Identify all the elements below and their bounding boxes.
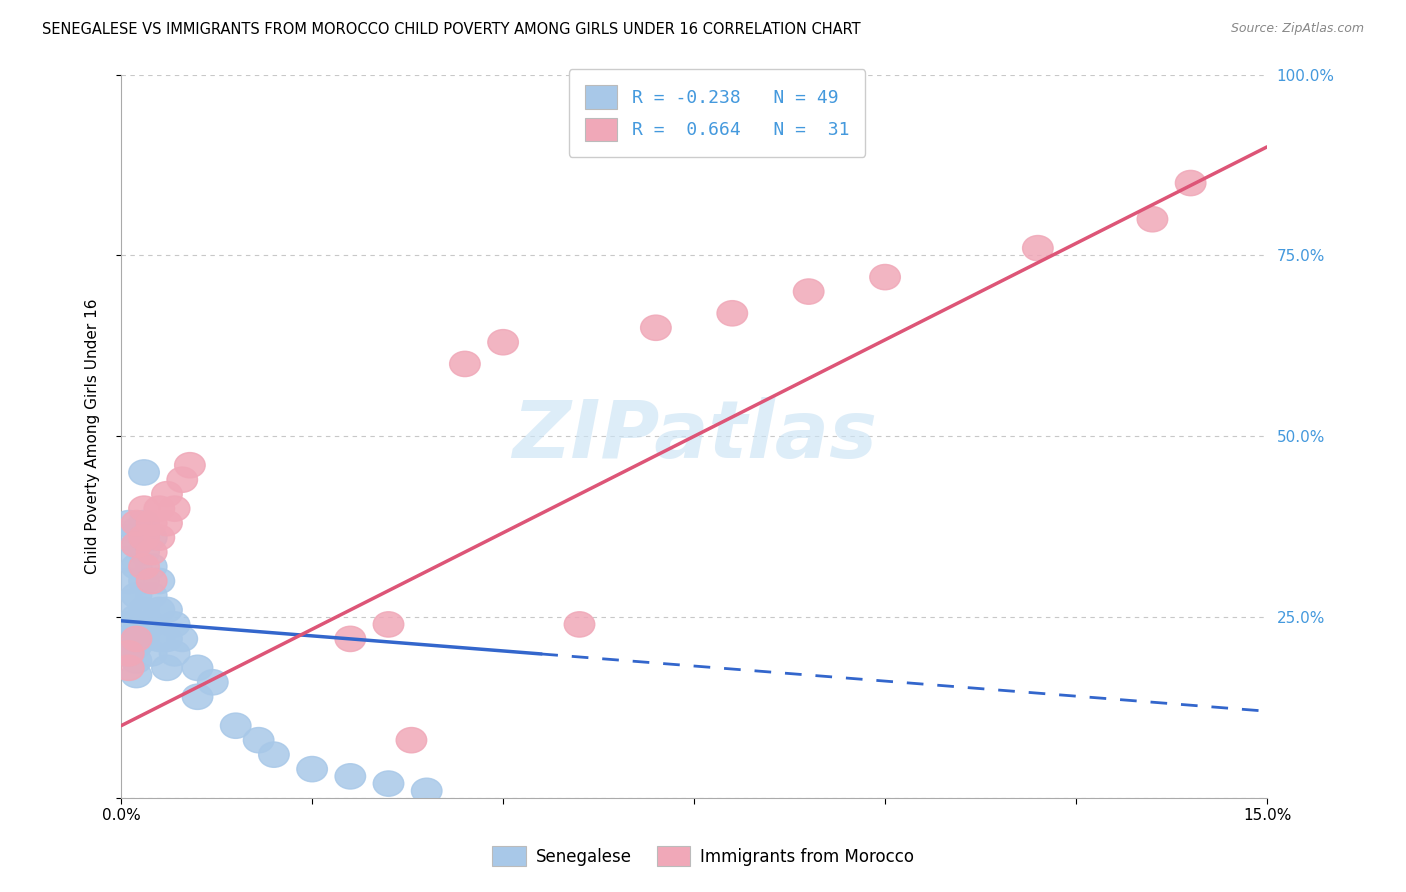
Ellipse shape <box>121 517 152 543</box>
Ellipse shape <box>136 640 167 666</box>
Ellipse shape <box>488 329 519 355</box>
Ellipse shape <box>143 524 174 550</box>
Ellipse shape <box>396 728 426 753</box>
Ellipse shape <box>114 640 143 666</box>
Ellipse shape <box>412 778 441 804</box>
Ellipse shape <box>129 540 159 565</box>
Ellipse shape <box>136 510 167 536</box>
Ellipse shape <box>114 524 143 550</box>
Text: Source: ZipAtlas.com: Source: ZipAtlas.com <box>1230 22 1364 36</box>
Ellipse shape <box>114 626 143 651</box>
Ellipse shape <box>129 554 159 579</box>
Text: ZIPatlas: ZIPatlas <box>512 397 876 475</box>
Ellipse shape <box>136 540 167 565</box>
Ellipse shape <box>121 663 152 688</box>
Ellipse shape <box>450 351 481 376</box>
Ellipse shape <box>159 612 190 637</box>
Ellipse shape <box>129 510 159 536</box>
Ellipse shape <box>373 771 404 797</box>
Ellipse shape <box>114 568 143 594</box>
Ellipse shape <box>143 598 174 623</box>
Ellipse shape <box>243 728 274 753</box>
Ellipse shape <box>129 612 159 637</box>
Ellipse shape <box>564 612 595 637</box>
Ellipse shape <box>373 612 404 637</box>
Ellipse shape <box>1022 235 1053 260</box>
Ellipse shape <box>717 301 748 326</box>
Ellipse shape <box>121 605 152 630</box>
Ellipse shape <box>129 626 159 651</box>
Ellipse shape <box>114 547 143 572</box>
Ellipse shape <box>114 510 143 536</box>
Text: SENEGALESE VS IMMIGRANTS FROM MOROCCO CHILD POVERTY AMONG GIRLS UNDER 16 CORRELA: SENEGALESE VS IMMIGRANTS FROM MOROCCO CH… <box>42 22 860 37</box>
Ellipse shape <box>114 590 143 615</box>
Ellipse shape <box>152 598 183 623</box>
Ellipse shape <box>152 482 183 507</box>
Ellipse shape <box>159 496 190 521</box>
Ellipse shape <box>167 626 197 651</box>
Ellipse shape <box>197 670 228 695</box>
Ellipse shape <box>143 496 174 521</box>
Ellipse shape <box>129 496 159 521</box>
Ellipse shape <box>114 640 143 666</box>
Ellipse shape <box>183 655 212 681</box>
Ellipse shape <box>793 279 824 304</box>
Legend: R = -0.238   N = 49, R =  0.664   N =  31: R = -0.238 N = 49, R = 0.664 N = 31 <box>568 69 866 157</box>
Ellipse shape <box>335 764 366 789</box>
Ellipse shape <box>136 554 167 579</box>
Ellipse shape <box>129 459 159 485</box>
Ellipse shape <box>129 524 159 550</box>
Ellipse shape <box>121 626 152 651</box>
Ellipse shape <box>870 264 900 290</box>
Ellipse shape <box>121 633 152 659</box>
Ellipse shape <box>121 533 152 558</box>
Ellipse shape <box>136 612 167 637</box>
Ellipse shape <box>183 684 212 709</box>
Ellipse shape <box>167 467 197 492</box>
Ellipse shape <box>114 655 143 681</box>
Ellipse shape <box>129 598 159 623</box>
Ellipse shape <box>641 315 671 341</box>
Ellipse shape <box>114 612 143 637</box>
Ellipse shape <box>121 582 152 608</box>
Ellipse shape <box>152 655 183 681</box>
Y-axis label: Child Poverty Among Girls Under 16: Child Poverty Among Girls Under 16 <box>86 299 100 574</box>
Ellipse shape <box>129 568 159 594</box>
Ellipse shape <box>335 626 366 651</box>
Ellipse shape <box>136 524 167 550</box>
Ellipse shape <box>121 648 152 673</box>
Ellipse shape <box>121 533 152 558</box>
Ellipse shape <box>1175 170 1206 195</box>
Ellipse shape <box>159 640 190 666</box>
Ellipse shape <box>136 582 167 608</box>
Ellipse shape <box>221 713 252 739</box>
Ellipse shape <box>174 452 205 478</box>
Ellipse shape <box>121 554 152 579</box>
Legend: Senegalese, Immigrants from Morocco: Senegalese, Immigrants from Morocco <box>484 838 922 875</box>
Ellipse shape <box>152 510 183 536</box>
Ellipse shape <box>143 568 174 594</box>
Ellipse shape <box>136 568 167 594</box>
Ellipse shape <box>121 510 152 536</box>
Ellipse shape <box>152 626 183 651</box>
Ellipse shape <box>259 742 290 767</box>
Ellipse shape <box>1137 207 1168 232</box>
Ellipse shape <box>129 524 159 550</box>
Ellipse shape <box>121 619 152 644</box>
Ellipse shape <box>297 756 328 781</box>
Ellipse shape <box>143 626 174 651</box>
